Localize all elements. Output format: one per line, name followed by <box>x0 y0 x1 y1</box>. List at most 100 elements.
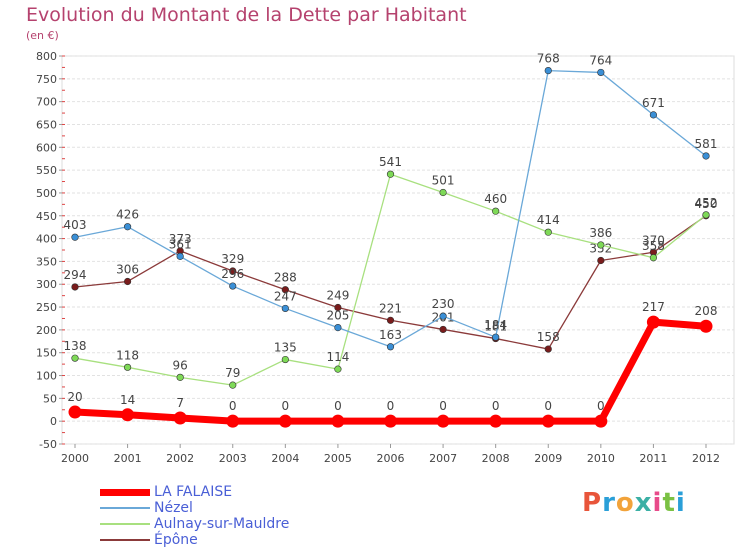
logo-letter: i <box>652 488 663 518</box>
series-segment <box>71 408 132 419</box>
data-label: 288 <box>274 271 297 285</box>
data-label: 0 <box>282 399 290 413</box>
data-label: 135 <box>274 341 297 355</box>
data-point <box>544 228 552 236</box>
data-point <box>281 355 289 364</box>
data-label: 460 <box>484 192 507 206</box>
data-point <box>699 319 713 333</box>
data-point <box>71 283 79 291</box>
data-label: 306 <box>116 262 139 276</box>
y-tick-label: 0 <box>50 415 57 428</box>
data-label: 0 <box>229 399 237 413</box>
series-segment <box>389 173 444 194</box>
series-segment <box>126 226 181 258</box>
data-label: 163 <box>379 328 402 342</box>
series-segment <box>547 259 602 350</box>
data-point <box>597 256 605 265</box>
data-point <box>229 267 237 275</box>
data-point <box>492 207 500 215</box>
data-point <box>544 67 552 75</box>
data-point <box>71 354 79 362</box>
series-segment <box>179 376 234 386</box>
series-segment <box>442 315 497 338</box>
series-segment <box>337 173 392 370</box>
data-label: 20 <box>67 390 82 404</box>
data-point <box>176 252 184 260</box>
data-point <box>281 286 289 294</box>
data-point <box>123 277 132 286</box>
data-point <box>439 312 447 320</box>
data-label: 181 <box>484 320 507 334</box>
series-segment <box>124 411 184 422</box>
data-label: 114 <box>326 350 349 364</box>
data-point <box>331 414 345 428</box>
data-label: 0 <box>387 399 395 413</box>
series-segment <box>442 328 497 340</box>
data-label: 14 <box>120 393 135 407</box>
series-segment <box>652 214 707 259</box>
data-point <box>226 414 240 428</box>
data-point <box>121 408 135 422</box>
data-label: 7 <box>176 396 184 410</box>
data-point <box>492 333 500 341</box>
legend: LA FALAISE Nézel Aulnay-sur-Mauldre Épône <box>100 484 289 548</box>
x-tick-label: 2011 <box>639 452 667 465</box>
data-point <box>386 316 395 324</box>
data-label: 247 <box>274 289 297 303</box>
series-segment <box>495 337 549 350</box>
data-label: 249 <box>326 289 349 303</box>
series-segment <box>179 255 234 287</box>
data-label: 764 <box>589 53 612 67</box>
series-segment <box>74 357 129 368</box>
series-segment <box>126 366 181 379</box>
legend-label: LA FALAISE <box>154 484 233 500</box>
data-point <box>278 414 292 428</box>
data-label: 79 <box>225 366 240 380</box>
data-point <box>594 414 608 428</box>
y-tick-label: -50 <box>39 438 57 451</box>
data-label: 403 <box>64 218 87 232</box>
data-point <box>702 211 710 219</box>
x-tick-label: 2010 <box>587 452 615 465</box>
data-label: 452 <box>695 196 718 210</box>
y-tick-label: 500 <box>36 187 57 200</box>
series-segment <box>442 191 497 212</box>
y-tick-label: 200 <box>36 324 57 337</box>
y-tick-label: 400 <box>36 233 57 246</box>
series-segment <box>337 326 392 348</box>
series-segment <box>600 71 655 116</box>
data-label: 501 <box>432 173 455 187</box>
data-label: 386 <box>589 226 612 240</box>
chart-subtitle: (en €) <box>26 29 59 42</box>
data-point <box>123 223 132 231</box>
x-tick-label: 2003 <box>219 452 247 465</box>
data-label: 221 <box>379 301 402 315</box>
data-point <box>544 345 552 353</box>
legend-swatch <box>100 539 150 541</box>
data-point <box>649 254 658 262</box>
y-tick-label: 50 <box>43 392 57 405</box>
data-label: 96 <box>173 358 188 372</box>
data-label: 294 <box>64 268 87 282</box>
series-segment <box>284 358 339 370</box>
legend-item: Nézel <box>100 500 289 516</box>
x-tick-label: 2005 <box>324 452 352 465</box>
x-tick-label: 2002 <box>166 452 194 465</box>
y-tick-label: 700 <box>36 96 57 109</box>
y-tick-label: 750 <box>36 73 57 86</box>
series-segment <box>649 318 710 330</box>
data-label: 184 <box>484 318 507 332</box>
chart-title: Evolution du Montant de la Dette par Hab… <box>26 4 467 26</box>
data-label: 0 <box>492 399 500 413</box>
logo-letter: t <box>662 488 676 518</box>
data-point <box>334 303 342 312</box>
series-segment <box>126 250 181 283</box>
data-point <box>384 414 397 428</box>
x-tick-label: 2000 <box>61 452 89 465</box>
data-point <box>597 68 605 77</box>
data-point <box>436 414 450 428</box>
series-segment <box>284 289 339 309</box>
data-label: 0 <box>334 399 342 413</box>
data-label: 217 <box>642 300 665 314</box>
